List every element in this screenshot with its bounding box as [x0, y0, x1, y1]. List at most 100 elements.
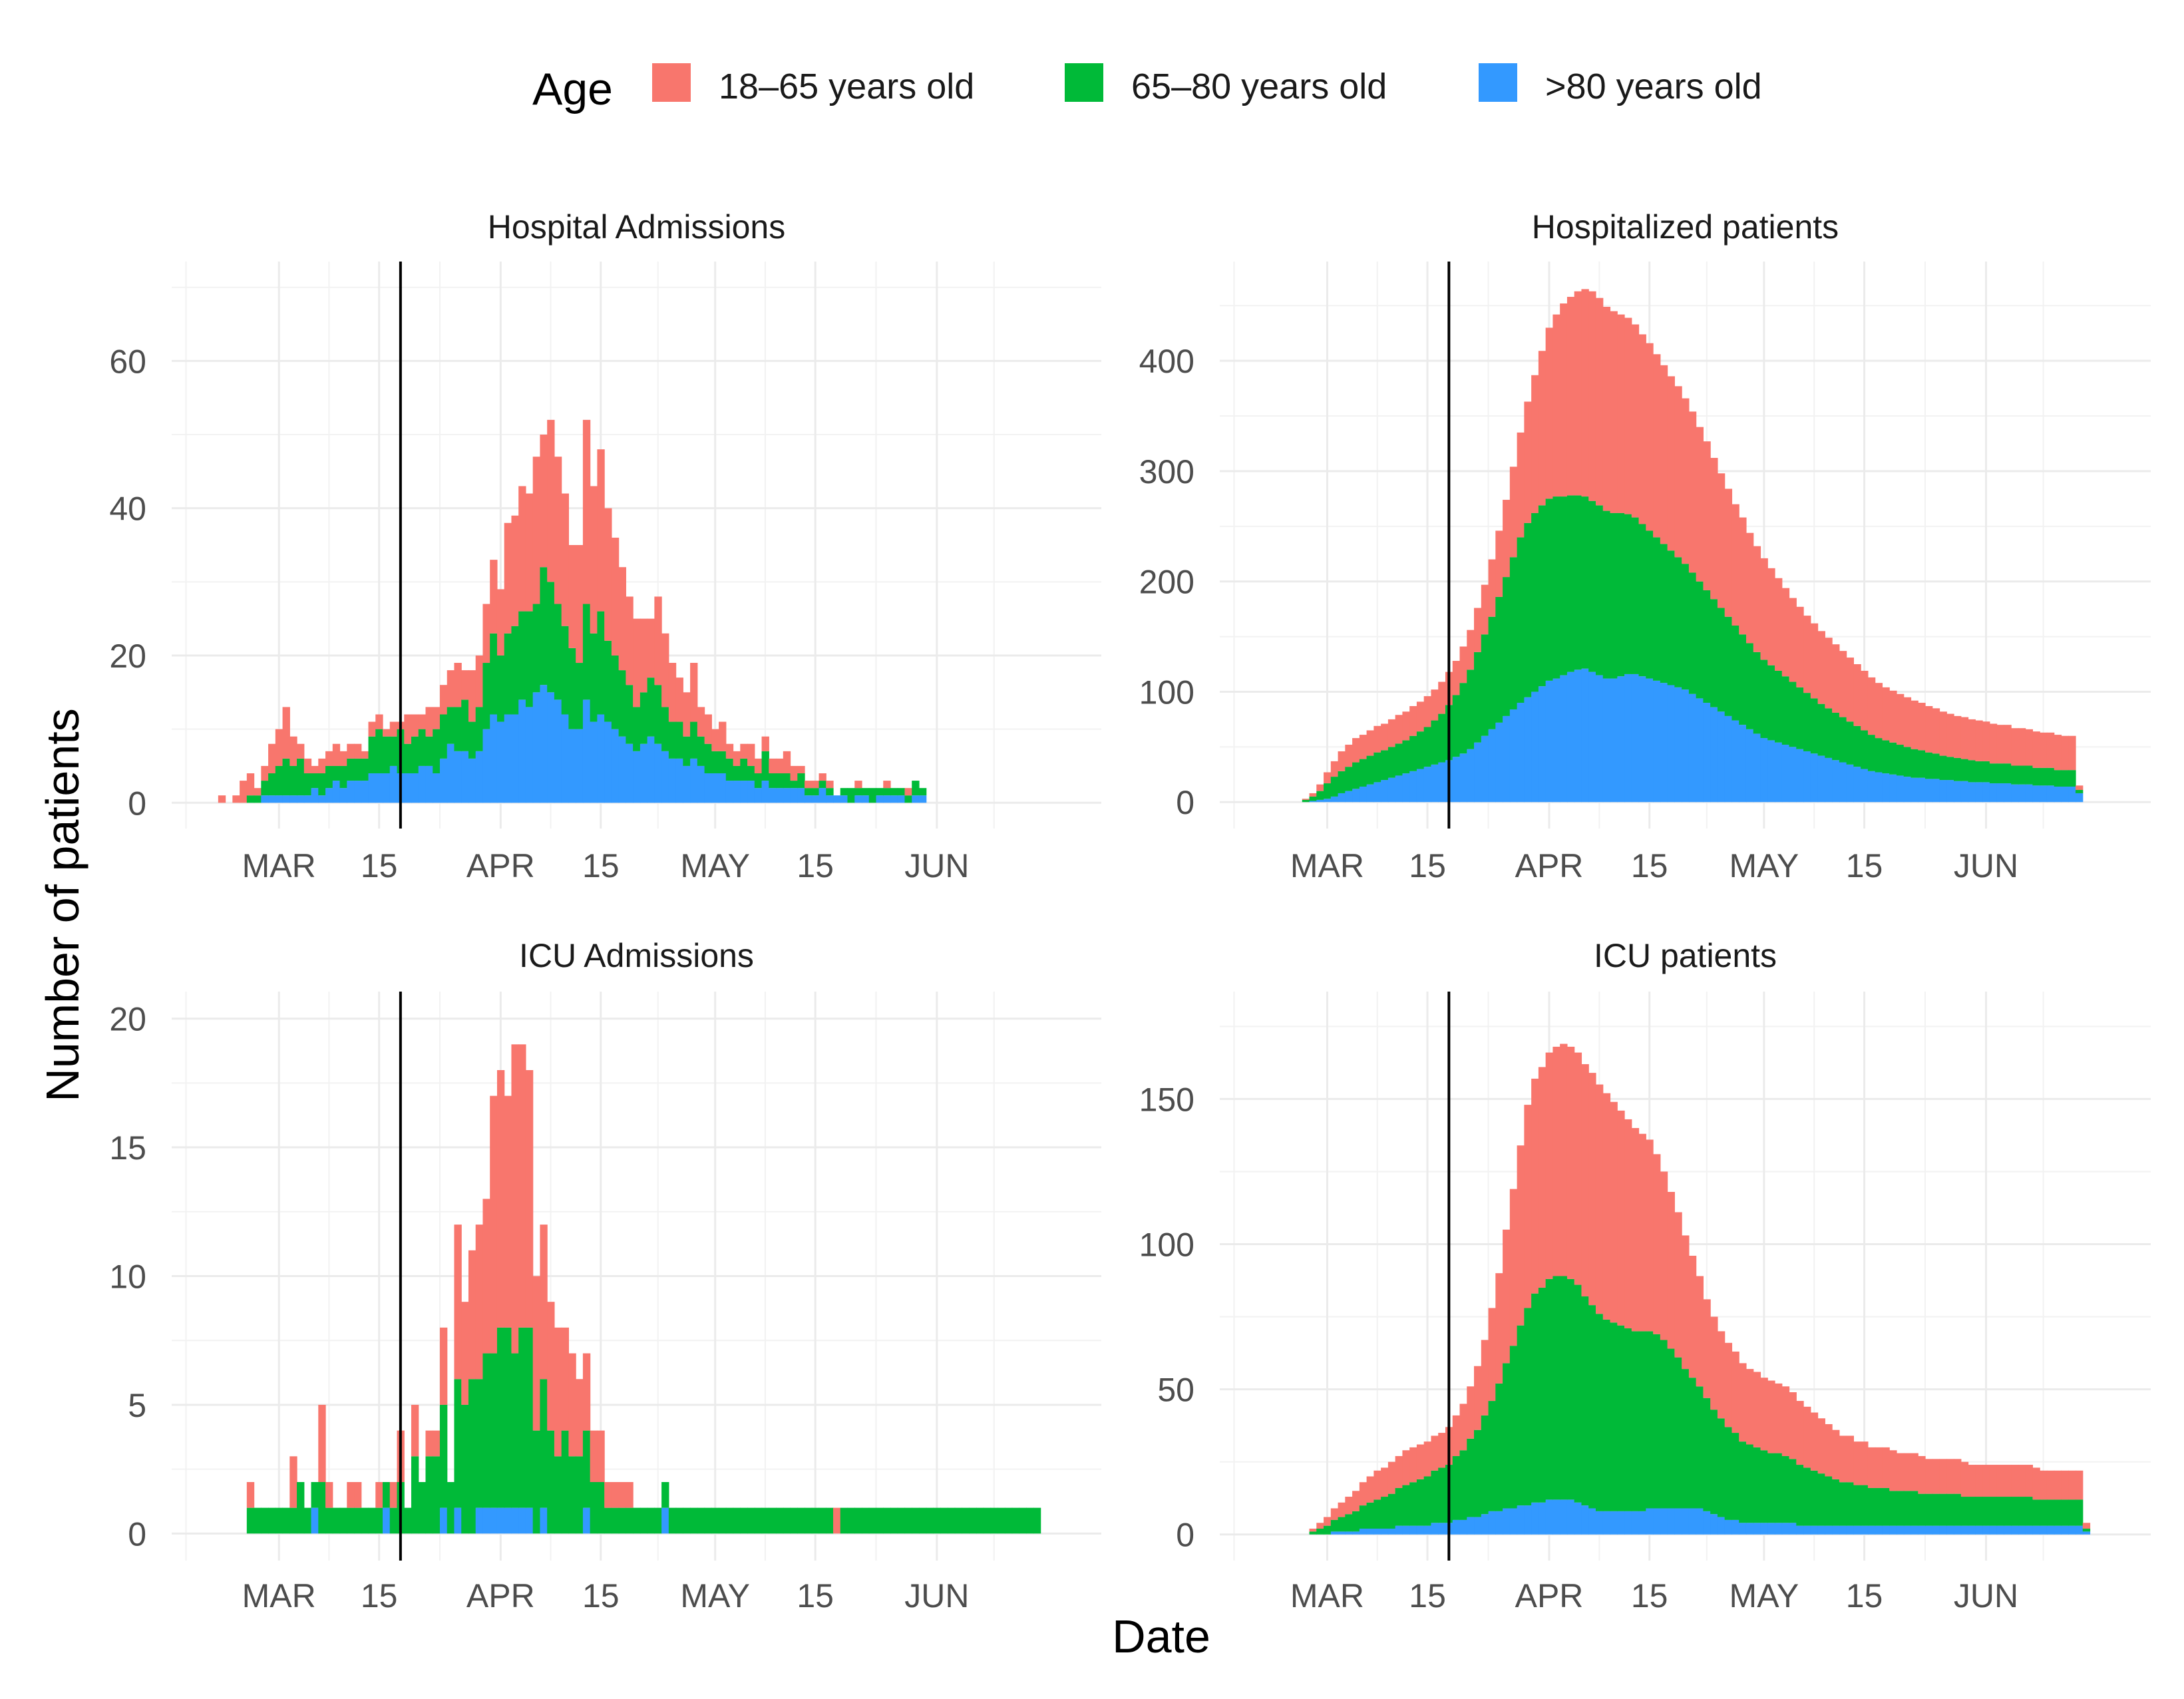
bar-65-80-years-old [618, 1507, 626, 1534]
bar-80-years-old [1960, 781, 1969, 803]
bar-65-80-years-old [633, 1507, 641, 1534]
bar-65-80-years-old [1588, 500, 1596, 672]
bar-18-65-years-old [1839, 1435, 1847, 1483]
bar-65-80-years-old [418, 729, 427, 766]
bar-65-80-years-old [532, 604, 541, 693]
bar-18-65-years-old [626, 596, 634, 685]
bar-65-80-years-old [1431, 720, 1439, 765]
bar-18-65-years-old [1796, 606, 1804, 687]
bar-65-80-years-old [1581, 1296, 1589, 1506]
bar-80-years-old [1875, 772, 1883, 803]
bar-80-years-old [375, 773, 383, 803]
bar-80-years-old [433, 773, 441, 803]
bar-80-years-old [1896, 1525, 1905, 1535]
bar-65-80-years-old [2004, 763, 2012, 784]
bar-80-years-old [1638, 676, 1646, 803]
bar-18-65-years-old [1932, 1459, 1940, 1494]
bar-80-years-old [1825, 1525, 1833, 1535]
bar-65-80-years-old [1775, 670, 1783, 743]
bar-18-65-years-old [1509, 467, 1518, 558]
bar-65-80-years-old [246, 1507, 255, 1534]
bar-18-65-years-old [1739, 517, 1747, 635]
bar-80-years-old [1574, 1502, 1582, 1535]
bar-80-years-old [1638, 1511, 1646, 1535]
bar-65-80-years-old [1653, 537, 1661, 681]
bar-80-years-old [268, 795, 276, 803]
bar-65-80-years-old [840, 1507, 848, 1534]
bar-80-years-old [1861, 1525, 1869, 1535]
bar-65-80-years-old [883, 1507, 891, 1534]
bar-18-65-years-old [854, 781, 862, 789]
bar-18-65-years-old [2025, 729, 2034, 766]
bar-65-80-years-old [1488, 1401, 1496, 1511]
bar-80-years-old [1911, 777, 1918, 803]
bar-65-80-years-old [339, 765, 347, 789]
bar-80-years-old [1617, 1511, 1625, 1535]
bar-80-years-old [819, 788, 826, 803]
bar-65-80-years-old [1309, 1531, 1317, 1535]
bar-65-80-years-old [1387, 1493, 1396, 1529]
bar-65-80-years-old [325, 765, 333, 789]
bar-80-years-old [2018, 1525, 2026, 1535]
bar-18-65-years-old [1853, 664, 1861, 726]
bar-80-years-old [1345, 1531, 1353, 1535]
bar-80-years-old [504, 1507, 512, 1534]
bar-65-80-years-old [590, 633, 598, 722]
bar-18-65-years-old [1846, 658, 1854, 722]
x-tick-label: APR [1515, 847, 1584, 884]
legend-label-65-80-years-old: 65–80 years old [1131, 67, 1387, 106]
bar-80-years-old [2004, 783, 2012, 803]
bar-65-80-years-old [361, 1507, 369, 1534]
bar-80-years-old [1853, 767, 1861, 803]
bar-80-years-old [1688, 693, 1697, 803]
bar-18-65-years-old [540, 435, 548, 568]
bar-18-65-years-old [1309, 1529, 1317, 1532]
bar-80-years-old [1903, 777, 1912, 803]
bar-18-65-years-old [1581, 289, 1589, 497]
bar-65-80-years-old [754, 1507, 763, 1534]
bar-80-years-old [404, 773, 412, 803]
bar-80-years-old [261, 795, 269, 803]
bar-80-years-old [1531, 691, 1539, 803]
bar-80-years-old [1381, 1529, 1389, 1535]
bar-80-years-old [383, 1507, 391, 1534]
bar-65-80-years-old [1796, 687, 1804, 749]
bar-80-years-old [704, 773, 712, 803]
bar-80-years-old [1710, 707, 1718, 803]
bar-65-80-years-old [1617, 1325, 1625, 1511]
bar-18-65-years-old [1903, 1453, 1912, 1491]
bar-18-65-years-old [339, 751, 347, 766]
bar-18-65-years-old [540, 1225, 548, 1380]
bar-18-65-years-old [1416, 1444, 1425, 1479]
bar-65-80-years-old [1316, 791, 1324, 800]
bar-18-65-years-old [1810, 1412, 1819, 1471]
bar-80-years-old [1431, 764, 1439, 803]
bar-65-80-years-old [1459, 683, 1467, 754]
bar-80-years-old [2061, 1525, 2069, 1535]
bar-80-years-old [1932, 779, 1940, 803]
bar-80-years-old [2076, 793, 2084, 803]
bar-18-65-years-old [1452, 1415, 1461, 1456]
bar-18-65-years-old [490, 1095, 498, 1354]
bar-65-80-years-old [2061, 1499, 2069, 1526]
bar-65-80-years-old [1324, 1525, 1332, 1535]
bar-65-80-years-old [611, 655, 620, 729]
bar-18-65-years-old [2054, 1470, 2062, 1500]
bar-80-years-old [1775, 742, 1783, 803]
bar-65-80-years-old [747, 1507, 755, 1534]
bar-18-65-years-old [2004, 1465, 2012, 1497]
bar-18-65-years-old [1832, 1429, 1840, 1479]
bar-65-80-years-old [282, 1507, 290, 1534]
bar-65-80-years-old [447, 1482, 455, 1534]
bar-18-65-years-old [1646, 343, 1654, 531]
bar-65-80-years-old [1911, 1491, 1918, 1526]
bar-65-80-years-old [1739, 1441, 1747, 1523]
bar-65-80-years-old [805, 1507, 813, 1534]
bar-18-65-years-old [597, 449, 605, 612]
bar-18-65-years-old [1560, 303, 1568, 497]
bar-18-65-years-old [246, 773, 255, 796]
bar-65-80-years-old [1803, 1467, 1811, 1526]
bar-80-years-old [2032, 785, 2040, 803]
bar-65-80-years-old [1825, 708, 1833, 758]
bar-18-65-years-old [611, 537, 620, 656]
